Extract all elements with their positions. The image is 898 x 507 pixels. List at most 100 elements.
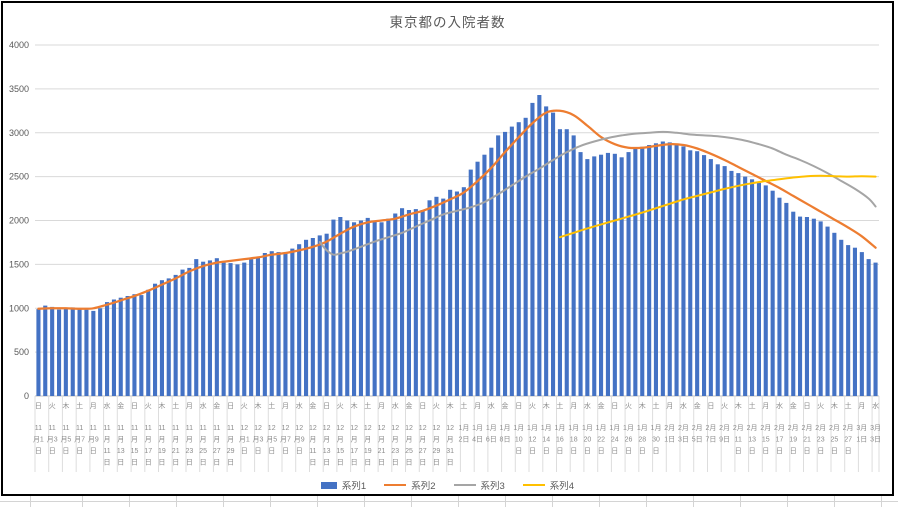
legend-item-series1[interactable]: 系列1 bbox=[320, 478, 366, 492]
bar[interactable] bbox=[36, 309, 41, 396]
bar[interactable] bbox=[297, 244, 302, 396]
bar[interactable] bbox=[441, 198, 446, 396]
bar[interactable] bbox=[571, 135, 576, 396]
plot-area[interactable]: 05001000150020002500300035004000日11月1日火1… bbox=[3, 3, 892, 494]
bar[interactable] bbox=[866, 259, 871, 396]
bar[interactable] bbox=[791, 211, 796, 396]
bar[interactable] bbox=[784, 202, 789, 396]
bar[interactable] bbox=[564, 129, 569, 396]
bar[interactable] bbox=[379, 222, 384, 396]
bar[interactable] bbox=[537, 95, 542, 396]
bar[interactable] bbox=[187, 267, 192, 396]
bar[interactable] bbox=[825, 226, 830, 396]
bar[interactable] bbox=[57, 309, 62, 396]
bar[interactable] bbox=[695, 151, 700, 396]
bar[interactable] bbox=[304, 239, 309, 396]
bar[interactable] bbox=[166, 278, 171, 396]
bar[interactable] bbox=[722, 166, 727, 396]
bar[interactable] bbox=[207, 260, 212, 396]
bar[interactable] bbox=[448, 189, 453, 396]
bar[interactable] bbox=[111, 299, 116, 397]
bar[interactable] bbox=[660, 141, 665, 397]
bar[interactable] bbox=[633, 148, 638, 397]
bar[interactable] bbox=[674, 145, 679, 396]
bar[interactable] bbox=[688, 150, 693, 396]
bar[interactable] bbox=[420, 210, 425, 396]
bar[interactable] bbox=[592, 156, 597, 396]
bar[interactable] bbox=[173, 274, 178, 396]
chart-frame[interactable]: 0 500 1000 1500 2000 2500 3000 3500 4000 日 11 月1 日火 1… bbox=[1, 1, 894, 496]
bar[interactable] bbox=[516, 122, 521, 396]
bar[interactable] bbox=[640, 146, 645, 396]
bar[interactable] bbox=[585, 159, 590, 396]
bar[interactable] bbox=[667, 142, 672, 396]
bar[interactable] bbox=[612, 153, 617, 396]
bar[interactable] bbox=[489, 147, 494, 396]
bar[interactable] bbox=[70, 307, 75, 396]
bar[interactable] bbox=[777, 197, 782, 396]
bar[interactable] bbox=[599, 154, 604, 396]
bar[interactable] bbox=[50, 306, 55, 396]
bar[interactable] bbox=[338, 217, 343, 396]
bar[interactable] bbox=[118, 297, 123, 396]
bar[interactable] bbox=[283, 253, 288, 396]
bar[interactable] bbox=[770, 190, 775, 396]
bar[interactable] bbox=[262, 253, 267, 396]
legend-item-series3[interactable]: 系列3 bbox=[453, 478, 505, 492]
bar[interactable] bbox=[503, 131, 508, 396]
bar[interactable] bbox=[750, 179, 755, 396]
bar[interactable] bbox=[605, 152, 610, 396]
bar[interactable] bbox=[290, 248, 295, 396]
bar[interactable] bbox=[43, 305, 48, 396]
bar[interactable] bbox=[345, 220, 350, 397]
bar[interactable] bbox=[557, 129, 562, 396]
bar[interactable] bbox=[406, 210, 411, 396]
bar[interactable] bbox=[578, 152, 583, 396]
bar[interactable] bbox=[91, 310, 96, 396]
bar[interactable] bbox=[859, 252, 864, 396]
bar[interactable] bbox=[509, 126, 514, 396]
bar[interactable] bbox=[276, 252, 281, 396]
bar[interactable] bbox=[393, 213, 398, 397]
bar[interactable] bbox=[818, 221, 823, 396]
bar[interactable] bbox=[180, 269, 185, 396]
series-line-4[interactable] bbox=[558, 174, 877, 239]
bar[interactable] bbox=[551, 112, 556, 396]
bar[interactable] bbox=[125, 296, 130, 396]
bar[interactable] bbox=[153, 283, 158, 396]
bar[interactable] bbox=[352, 222, 357, 396]
bar[interactable] bbox=[461, 187, 466, 396]
bar[interactable] bbox=[228, 263, 233, 396]
bar[interactable] bbox=[839, 239, 844, 396]
bar[interactable] bbox=[249, 259, 254, 396]
bar[interactable] bbox=[434, 196, 439, 396]
bar[interactable] bbox=[626, 152, 631, 396]
bar[interactable] bbox=[523, 117, 528, 397]
bar[interactable] bbox=[619, 157, 624, 396]
bar[interactable] bbox=[468, 169, 473, 396]
bar[interactable] bbox=[358, 220, 363, 397]
bar[interactable] bbox=[702, 155, 707, 396]
bar[interactable] bbox=[530, 102, 535, 397]
bar[interactable] bbox=[804, 217, 809, 396]
bar[interactable] bbox=[235, 264, 240, 396]
bar[interactable] bbox=[221, 262, 226, 396]
bar[interactable] bbox=[63, 307, 68, 396]
bar[interactable] bbox=[482, 154, 487, 396]
bar[interactable] bbox=[194, 259, 199, 396]
bar[interactable] bbox=[653, 143, 658, 396]
bar[interactable] bbox=[159, 280, 164, 396]
bar[interactable] bbox=[255, 256, 260, 397]
bar[interactable] bbox=[98, 308, 103, 397]
bar[interactable] bbox=[201, 261, 206, 396]
bar[interactable] bbox=[386, 218, 391, 396]
bar[interactable] bbox=[852, 247, 857, 396]
bar[interactable] bbox=[324, 233, 329, 396]
bar[interactable] bbox=[647, 145, 652, 396]
bar[interactable] bbox=[372, 221, 377, 396]
bar[interactable] bbox=[832, 232, 837, 396]
bar[interactable] bbox=[708, 159, 713, 396]
bar[interactable] bbox=[756, 182, 761, 396]
bar[interactable] bbox=[496, 135, 501, 396]
bar[interactable] bbox=[681, 146, 686, 396]
